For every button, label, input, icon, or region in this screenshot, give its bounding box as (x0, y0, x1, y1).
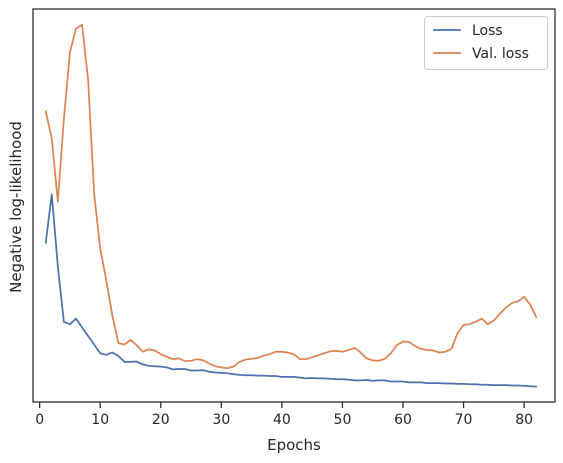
legend-label: Loss (472, 23, 503, 39)
plot-area (33, 9, 555, 402)
legend: Loss Val. loss (424, 16, 548, 70)
x-tick-label: 10 (91, 412, 109, 428)
legend-label: Val. loss (472, 46, 529, 62)
x-tick-label: 40 (273, 412, 291, 428)
x-tick-label: 50 (334, 412, 352, 428)
series-line-2 (44, 23, 538, 370)
x-tick-label: 60 (394, 412, 412, 428)
y-axis-title: Negative log-likelihood (7, 121, 25, 293)
x-axis: 0 10 20 30 40 50 60 70 80 (35, 402, 533, 428)
x-axis-title: Epochs (267, 436, 321, 454)
series-line-1 (44, 193, 538, 388)
x-tick-label: 70 (455, 412, 473, 428)
series-lines (44, 23, 538, 388)
x-tick-label: 20 (152, 412, 170, 428)
plot-frame (32, 8, 556, 403)
x-tick-label: 80 (515, 412, 533, 428)
x-tick-label: 0 (35, 412, 44, 428)
x-tick-label: 30 (212, 412, 230, 428)
